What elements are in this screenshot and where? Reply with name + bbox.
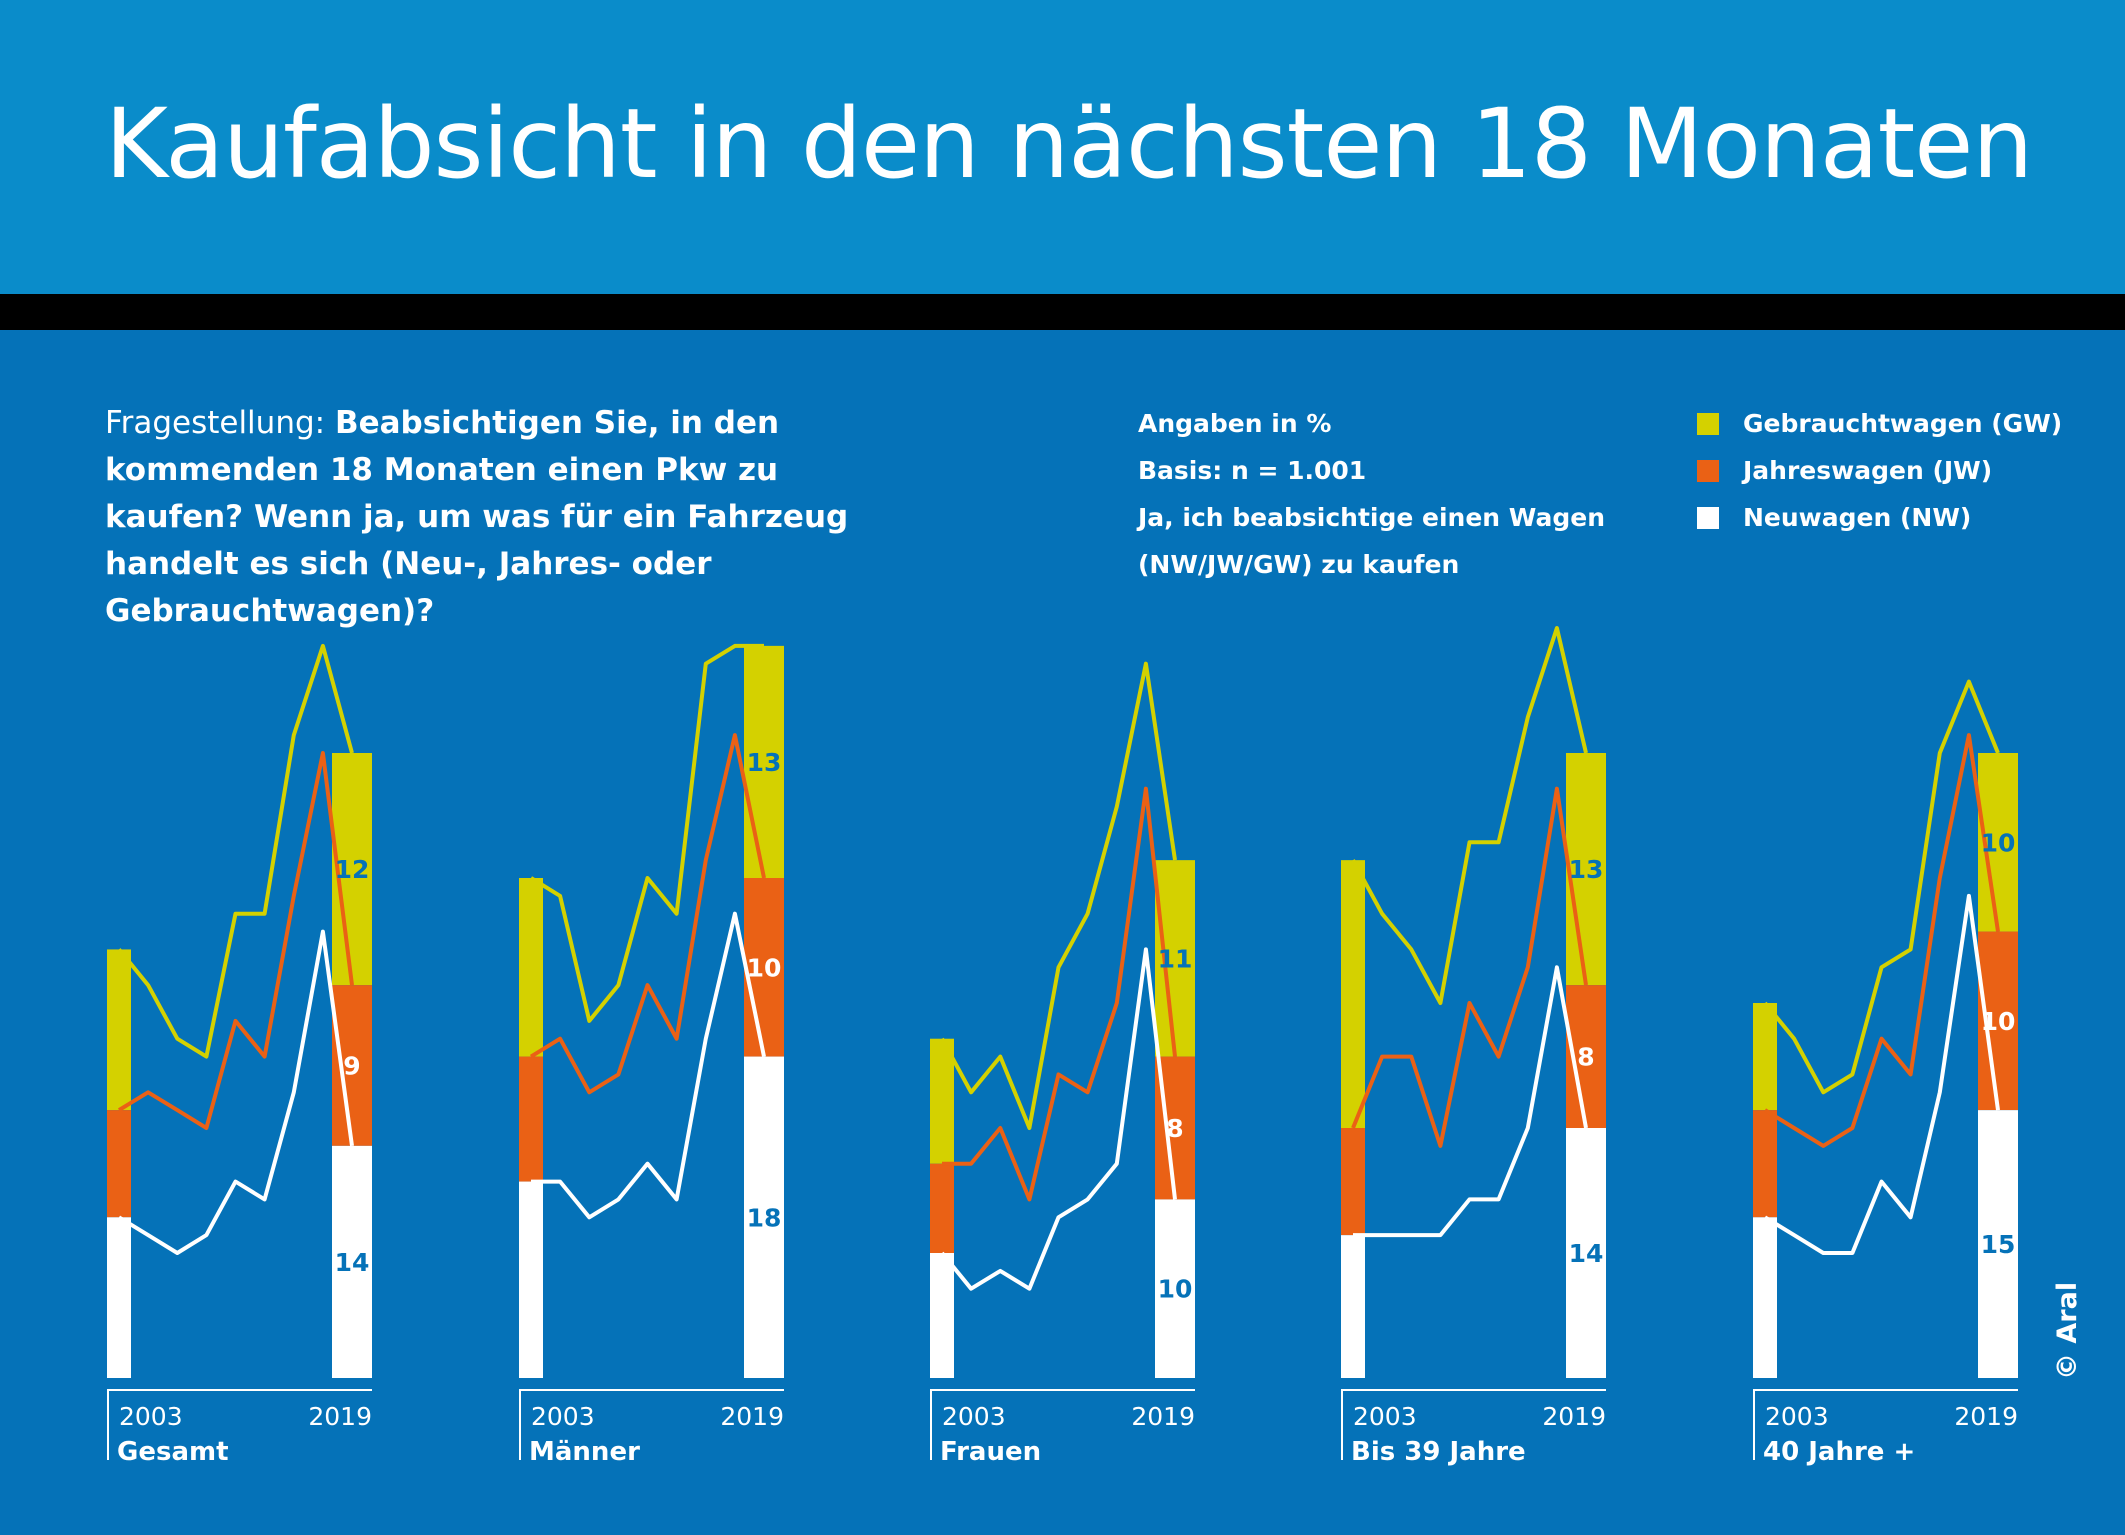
question-text: Fragestellung: Beabsichtigen Sie, in den… [105,400,925,635]
series-line-gw [117,643,354,1059]
first-bar-jw [930,1163,954,1253]
series-line-gw [1351,626,1588,1005]
x-tick-label-end: 2019 [1954,1402,2018,1431]
first-bar-gw [1341,860,1365,1128]
first-bar-gw [930,1038,954,1164]
question-lead: Fragestellung: [105,405,335,441]
series-line-jw [1351,786,1588,1148]
series-line-gw [940,661,1177,1130]
final-bar-jw [332,985,372,1146]
x-tick-label-end: 2019 [1131,1402,1195,1431]
x-tick-label-start: 2003 [1353,1402,1417,1431]
series-line-nw [940,947,1177,1291]
header-band: Kaufabsicht in den nächsten 18 Monaten [0,0,2125,294]
x-tick-label-end: 2019 [720,1402,784,1431]
first-bar-nw [107,1217,131,1378]
value-label-gw: 11 [1158,944,1193,973]
x-tick-label-start: 2003 [942,1402,1006,1431]
x-tick-label-start: 2003 [1765,1402,1829,1431]
final-bar-nw [332,1145,372,1378]
final-bar-gw [744,645,784,878]
legend-label-jw: Jahreswagen (JW) [1743,456,1993,485]
first-bar-jw [107,1110,131,1218]
final-bar-gw [1566,753,1606,986]
series-line-jw [1763,733,2000,1148]
chart-title: Frauen [940,1437,1041,1467]
value-label-nw: 10 [1158,1275,1193,1304]
legend-label-nw: Neuwagen (NW) [1743,503,1972,532]
chart-0: 12 9 14 2003 2019 Gesamt [107,643,372,1467]
value-label-gw: 13 [747,748,782,777]
first-bar-jw [1341,1128,1365,1236]
series-line-nw [1353,965,1588,1238]
first-bar-nw [1753,1217,1777,1378]
value-label-nw: 14 [1569,1239,1604,1268]
note-definition-line2: (NW/JW/GW) zu kaufen [1138,550,1460,579]
chart-title: 40 Jahre + [1763,1437,1915,1467]
notes-block: Angaben in % Basis: n = 1.001 Ja, ich be… [1138,400,1605,588]
series-line-nw [1763,893,2000,1255]
first-bar-nw [519,1181,543,1378]
value-label-nw: 14 [335,1248,370,1277]
chart-3: 13 8 14 2003 2019 Bis 39 Jahre [1341,626,1606,1467]
series-line-gw [529,643,764,1023]
value-label-jw: 9 [343,1052,360,1081]
value-label-jw: 8 [1577,1043,1594,1072]
note-unit: Angaben in % [1138,409,1332,438]
legend-item-jw: Jahreswagen (JW) [1697,447,2062,494]
divider-bar [0,294,2125,330]
legend: Gebrauchtwagen (GW) Jahreswagen (JW) Neu… [1697,400,2062,541]
value-label-jw: 8 [1166,1114,1183,1143]
series-line-jw [529,733,766,1095]
value-label-jw: 10 [1981,1007,2016,1036]
final-bar-nw [744,1056,784,1378]
value-label-nw: 18 [747,1203,782,1232]
value-label-gw: 10 [1981,828,2016,857]
x-tick-label-end: 2019 [308,1402,372,1431]
final-bar-jw [744,878,784,1057]
first-bar-nw [930,1253,954,1378]
value-label-jw: 10 [747,953,782,982]
final-bar-gw [1155,860,1195,1057]
final-bar-nw [1978,1110,2018,1378]
first-bar-jw [519,1056,543,1182]
chart-title: Männer [529,1437,640,1467]
legend-label-gw: Gebrauchtwagen (GW) [1743,409,2063,438]
first-bar-gw [107,949,131,1111]
chart-title: Gesamt [117,1437,229,1467]
x-tick-label-end: 2019 [1542,1402,1606,1431]
question-body: Beabsichtigen Sie, in den kommenden 18 M… [105,405,849,629]
chart-2: 11 8 10 2003 2019 Frauen [930,661,1195,1467]
x-tick-label-start: 2003 [119,1402,183,1431]
legend-swatch-nw [1697,506,1719,529]
series-line-nw [117,929,354,1255]
final-bar-nw [1155,1199,1195,1378]
legend-swatch-jw [1697,459,1719,482]
note-basis: Basis: n = 1.001 [1138,456,1367,485]
first-bar-gw [1753,1003,1777,1111]
legend-item-gw: Gebrauchtwagen (GW) [1697,400,2062,447]
chart-4: 10 10 15 2003 2019 40 Jahre + [1753,679,2018,1467]
chart-1: 13 10 18 2003 2019 Männer [519,643,784,1467]
value-label-gw: 12 [335,855,370,884]
series-line-jw [117,751,354,1130]
series-line-gw [1763,679,2000,1095]
value-label-nw: 15 [1981,1230,2016,1259]
copyright-notice: © Aral [2052,1281,2083,1380]
series-line-nw [531,911,766,1220]
value-label-gw: 13 [1569,855,1604,884]
x-tick-label-start: 2003 [531,1402,595,1431]
first-bar-gw [519,878,543,1057]
first-bar-jw [1753,1110,1777,1218]
legend-swatch-gw [1697,412,1719,435]
note-definition-line1: Ja, ich beabsichtige einen Wagen [1138,503,1606,532]
chart-title: Bis 39 Jahre [1351,1437,1526,1467]
final-bar-nw [1566,1128,1606,1378]
page-title: Kaufabsicht in den nächsten 18 Monaten [105,88,2033,200]
first-bar-nw [1341,1235,1365,1378]
legend-item-nw: Neuwagen (NW) [1697,494,2062,541]
series-line-jw [942,786,1177,1202]
